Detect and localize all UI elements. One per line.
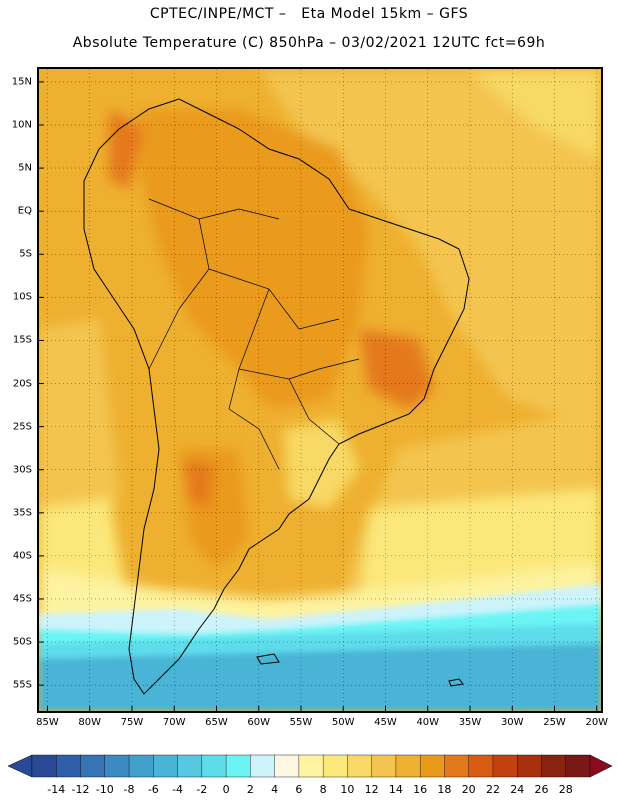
colorbar-segment-9 [250,754,276,778]
colorbar-label--4: -4 [172,783,184,796]
colorbar-segment-14 [371,754,397,778]
lon-label-75W: 75W [120,717,144,728]
colorbar-arrow-high [589,754,613,778]
lon-label-40W: 40W [416,717,440,728]
lat-label-10S: 10S [12,291,32,303]
colorbar-segment-15 [395,754,421,778]
colorbar-label-0: 0 [222,783,230,796]
colorbar-label--12: -12 [71,783,90,796]
lon-label-55W: 55W [289,717,313,728]
lon-label-45W: 45W [374,717,397,728]
colorbar-label-18: 18 [437,783,452,796]
map-title-line2: Absolute Temperature (C) 850hPa – 03/02/… [72,35,546,51]
map-gridlines [39,69,601,711]
colorbar-segment-0 [31,754,57,778]
colorbar-segment-10 [274,754,300,778]
map-title-line1: CPTEC/INPE/MCT – Eta Model 15km – GFS [149,6,469,22]
lat-label-15N: 15N [11,76,32,88]
colorbar-arrow-low [7,754,33,778]
cold-band-deep [39,644,601,711]
colorbar-label-10: 10 [340,783,355,796]
very-hot-zone-andes-north [109,109,144,189]
colorbar-segment-8 [225,754,252,778]
lat-label-40S: 40S [12,550,32,562]
very-hot-zone-argentina [184,459,214,509]
colorbar-label-22: 22 [485,783,500,796]
colorbar-segment-13 [347,754,373,778]
colorbar-scale [7,754,613,778]
colorbar-segment-19 [492,754,518,778]
lat-label-20S: 20S [12,378,32,390]
lat-label-5S: 5S [19,248,32,260]
colorbar-label-16: 16 [413,783,428,796]
very-hot-zone-ne-brazil [359,329,434,409]
lon-label-50W: 50W [331,717,355,728]
lat-label-10N: 10N [11,119,32,131]
lon-label-70W: 70W [162,717,186,728]
lat-label-45S: 45S [12,593,32,605]
lon-label-85W: 85W [36,717,59,728]
colorbar-label-24: 24 [510,783,525,796]
mild-spot-uruguay [284,419,359,509]
colorbar-segment-16 [419,754,446,778]
cold-water-field [39,584,601,711]
colorbar-label-20: 20 [461,783,476,796]
lon-label-65W: 65W [205,717,228,728]
colorbar-segment-4 [128,754,155,778]
colorbar-label--10: -10 [95,783,114,796]
lon-label-35W: 35W [458,717,482,728]
colorbar-label-8: 8 [319,783,327,796]
colorbar-segment-21 [541,754,567,778]
colorbar-label--2: -2 [196,783,208,796]
colorbar-label-26: 26 [534,783,549,796]
lon-label-30W: 30W [500,717,524,728]
colorbar-label-2: 2 [246,783,254,796]
colorbar-segment-1 [56,754,82,778]
south-georgia-island [448,678,464,687]
colorbar-segment-11 [298,754,324,778]
lat-label-5N: 5N [18,162,32,174]
colorbar-label--6: -6 [147,783,159,796]
colorbar-label-14: 14 [388,783,403,796]
lon-label-80W: 80W [78,717,102,728]
colorbar-label-4: 4 [271,783,279,796]
colorbar-segment-18 [468,754,494,778]
colorbar-segment-7 [201,754,227,778]
lon-label-25W: 25W [543,717,566,728]
lat-label-30S: 30S [12,464,32,476]
colorbar-segment-3 [104,754,130,778]
lat-label-55S: 55S [12,679,32,691]
lat-label-EQ: EQ [17,205,32,217]
colorbar-segment-22 [565,754,591,778]
lon-label-20W: 20W [585,717,609,728]
colorbar-label-6: 6 [295,783,303,796]
colorbar-label-12: 12 [364,783,379,796]
falkland-islands [256,653,280,665]
hot-zone-interior [139,109,369,409]
lat-label-50S: 50S [12,636,32,648]
lat-label-25S: 25S [12,421,32,433]
lat-label-15S: 15S [12,334,32,346]
colorbar-label-28: 28 [558,783,573,796]
lat-label-35S: 35S [12,507,32,519]
colorbar-segment-5 [153,754,179,778]
colorbar-segment-6 [177,754,203,778]
mild-zone-ne [469,69,601,159]
colorbar-label--14: -14 [47,783,66,796]
colorbar-segment-20 [517,754,543,778]
colorbar [0,752,618,780]
continent-outline [83,98,470,695]
map-plot-area [37,67,603,713]
colorbar-label--8: -8 [123,783,135,796]
colorbar-segment-2 [80,754,106,778]
temperature-map [39,69,601,711]
colorbar-segment-17 [444,754,470,778]
colorbar-segment-12 [322,754,349,778]
lon-label-60W: 60W [247,717,271,728]
warm-zone-ne-atlantic [259,69,601,429]
